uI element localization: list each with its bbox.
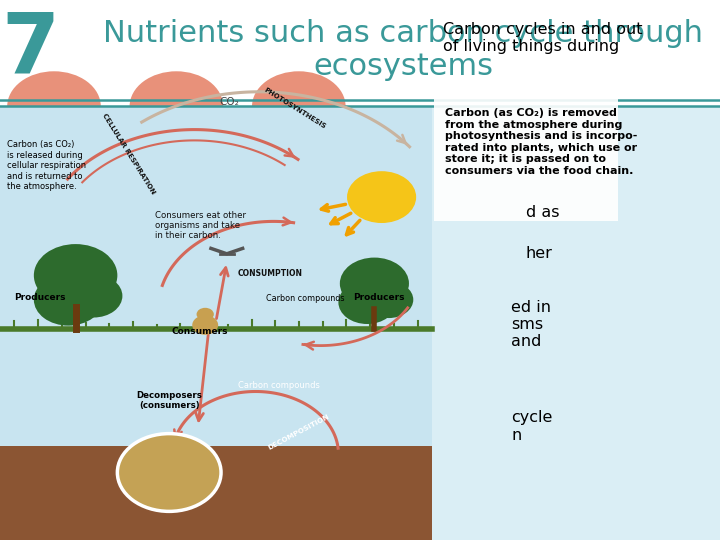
Text: Carbon (as CO₂)
is released during
cellular respiration
and is returned to
the a: Carbon (as CO₂) is released during cellu… [7,140,86,191]
Text: Consumers eat other
organisms and take
in their carbon.: Consumers eat other organisms and take i… [155,211,246,240]
Circle shape [34,244,117,307]
Text: Producers: Producers [353,293,405,302]
Circle shape [117,434,221,511]
Circle shape [340,258,409,309]
Text: Consumers: Consumers [171,327,228,336]
Text: Producers: Producers [14,293,66,302]
Circle shape [338,281,396,324]
Text: Decomposers
(consumers): Decomposers (consumers) [136,391,202,410]
Circle shape [197,308,214,321]
Text: CO₂: CO₂ [220,97,239,107]
Wedge shape [252,71,346,106]
Text: 7: 7 [1,10,59,90]
Circle shape [347,171,416,223]
FancyBboxPatch shape [0,106,432,445]
Text: DECOMPOSITION: DECOMPOSITION [267,413,330,451]
Text: Carbon compounds: Carbon compounds [238,381,320,390]
Wedge shape [130,71,223,106]
Text: PHOTOSYNTHESIS: PHOTOSYNTHESIS [264,86,327,130]
Text: ed in
sms
and: ed in sms and [511,300,552,349]
Circle shape [65,274,122,318]
Text: her: her [526,246,552,261]
FancyBboxPatch shape [434,92,618,221]
Circle shape [34,274,103,326]
Text: CELLULAR RESPIRATION: CELLULAR RESPIRATION [101,112,156,195]
Text: Carbon (as CO₂) is removed
from the atmosphere during
photosynthesis and is inco: Carbon (as CO₂) is removed from the atmo… [445,108,637,176]
Wedge shape [7,71,101,106]
Text: cycle
n: cycle n [511,410,552,443]
Text: CONSUMPTION: CONSUMPTION [238,269,302,278]
FancyBboxPatch shape [0,0,720,100]
Text: Carbon cycles in and out
of living things during: Carbon cycles in and out of living thing… [443,22,642,54]
FancyBboxPatch shape [0,446,432,540]
Text: d as: d as [526,205,559,220]
Circle shape [364,281,413,318]
Circle shape [192,315,218,335]
Text: Carbon compounds: Carbon compounds [266,294,345,303]
Text: Nutrients such as carbon cycle through
ecosystems: Nutrients such as carbon cycle through e… [103,19,703,81]
FancyBboxPatch shape [432,106,720,540]
